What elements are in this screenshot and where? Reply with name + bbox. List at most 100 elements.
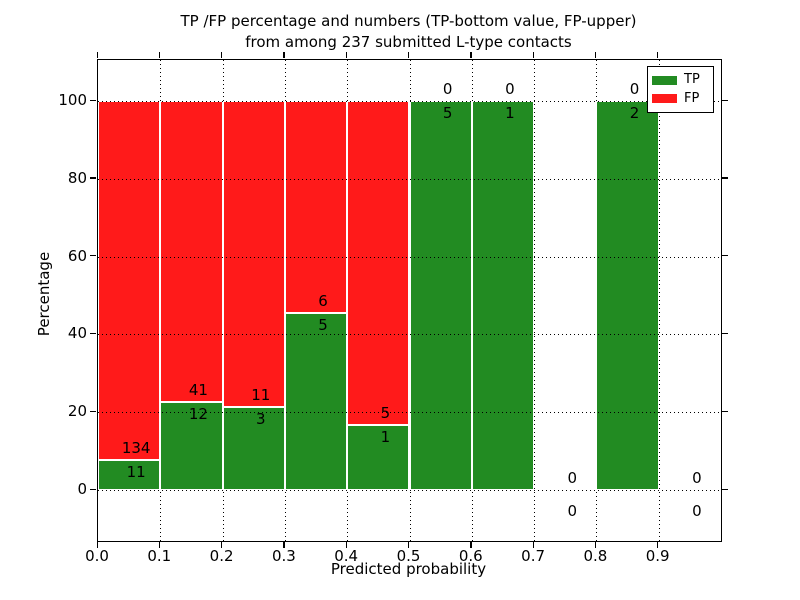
- legend-label-fp: FP: [684, 90, 700, 106]
- y-tick-right: [721, 177, 728, 179]
- fp-color-swatch: [652, 94, 677, 104]
- x-tick-label: 0.8: [583, 547, 608, 565]
- x-tick-label: 0.5: [396, 547, 421, 565]
- x-gridline: [534, 60, 536, 541]
- y-tick-label: 0: [77, 480, 87, 498]
- bar-fp-segment: [347, 101, 410, 426]
- y-tick-label: 40: [67, 324, 87, 343]
- fp-value-label: 0: [505, 80, 515, 98]
- fp-value-label: 0: [567, 469, 578, 487]
- legend-entry-fp: FP: [652, 90, 709, 106]
- legend-label-tp: TP: [684, 72, 700, 88]
- x-tick: [532, 541, 534, 548]
- x-tick-top: [345, 52, 347, 58]
- tp-value-label: 5: [318, 316, 328, 335]
- bar-tp-segment: [98, 460, 161, 490]
- tp-value-label: 0: [692, 502, 702, 520]
- y-tick-label: 100: [58, 91, 87, 109]
- tp-value-label: 2: [629, 104, 640, 122]
- fp-value-label: 41: [188, 380, 208, 399]
- bar-fp-segment: [222, 101, 285, 407]
- x-tick-label: 0.3: [271, 547, 296, 565]
- x-tick: [470, 541, 472, 548]
- y-tick-label: 60: [67, 246, 87, 265]
- bar-tp-segment: [596, 101, 659, 490]
- x-tick: [345, 541, 347, 548]
- x-tick-top: [221, 52, 223, 58]
- plot-area: 134 11 41 12 11 3 6 5 5 1 0 5 0 1 0 0 0 2 0 0: [97, 59, 722, 542]
- x-tick-label: 0.7: [521, 547, 546, 565]
- x-tick: [221, 541, 223, 548]
- y-tick: [90, 410, 96, 412]
- y-tick: [90, 177, 96, 179]
- y-tick: [90, 332, 96, 335]
- x-tick-top: [470, 52, 472, 58]
- bar-tp-segment: [222, 406, 285, 490]
- x-tick-top: [96, 52, 98, 58]
- x-tick: [594, 541, 597, 548]
- x-tick-label: 0.9: [645, 547, 670, 565]
- y-tick-label: 20: [67, 402, 87, 421]
- y-gridline: [98, 256, 721, 258]
- chart-title-line1: TP /FP percentage and numbers (TP-bottom…: [180, 12, 637, 30]
- bar-fp-segment: [160, 101, 223, 402]
- tp-value-label: 5: [442, 104, 453, 122]
- x-tick-top: [158, 52, 161, 58]
- x-tick-top: [657, 52, 659, 58]
- fp-value-label: 5: [380, 404, 391, 423]
- y-tick: [90, 99, 96, 101]
- x-tick-label: 0.1: [147, 547, 172, 565]
- bar-tp-segment: [284, 313, 348, 490]
- legend: TP FP: [647, 66, 714, 113]
- y-tick-right: [721, 488, 728, 490]
- tp-value-label: 1: [505, 104, 515, 122]
- bar-tp-segment: [160, 401, 223, 490]
- x-tick: [283, 541, 285, 548]
- y-gridline: [98, 490, 721, 491]
- bar-fp-segment: [284, 101, 348, 314]
- legend-entry-tp: TP: [652, 73, 709, 87]
- y-gridline: [98, 334, 721, 336]
- y-gridline: [98, 178, 721, 180]
- bar-tp-segment: [471, 101, 535, 490]
- x-tick: [96, 541, 98, 548]
- fp-value-label: 6: [318, 292, 328, 311]
- x-tick-top: [283, 52, 285, 58]
- tp-value-label: 0: [567, 502, 578, 520]
- y-tick-right: [721, 99, 728, 101]
- x-tick-top: [408, 52, 410, 58]
- y-tick-label: 80: [67, 168, 87, 187]
- y-tick-right: [721, 332, 728, 335]
- x-tick-top: [594, 52, 597, 58]
- y-gridline: [98, 101, 721, 102]
- tp-value-label: 1: [380, 428, 391, 447]
- bar-tp-segment: [409, 101, 472, 490]
- y-gridline: [98, 412, 721, 414]
- fp-value-label: 0: [629, 80, 640, 98]
- x-tick-label: 0.4: [334, 547, 359, 565]
- tp-value-label: 11: [126, 463, 146, 482]
- x-tick-top: [532, 52, 534, 58]
- y-tick: [90, 255, 96, 257]
- x-tick: [408, 541, 410, 548]
- x-tick-label: 0.0: [85, 547, 109, 565]
- y-tick-right: [721, 255, 728, 257]
- fp-value-label: 0: [692, 469, 702, 487]
- chart-title-line2: from among 237 submitted L-type contacts: [245, 33, 572, 51]
- x-gridline: [658, 60, 660, 541]
- bar-tp-segment: [347, 425, 410, 490]
- x-tick: [657, 541, 659, 548]
- x-tick-label: 0.2: [209, 547, 234, 565]
- tp-value-label: 3: [255, 409, 266, 428]
- x-axis-label: Predicted probability: [330, 560, 487, 578]
- x-tick-label: 0.6: [458, 547, 483, 565]
- tp-value-label: 12: [188, 404, 208, 423]
- y-tick-right: [721, 410, 728, 412]
- fp-value-label: 134: [121, 439, 151, 458]
- tp-color-swatch: [652, 75, 677, 85]
- x-tick: [158, 541, 161, 548]
- fp-value-label: 11: [251, 385, 271, 404]
- bar-fp-segment: [98, 101, 161, 461]
- y-tick: [90, 488, 96, 490]
